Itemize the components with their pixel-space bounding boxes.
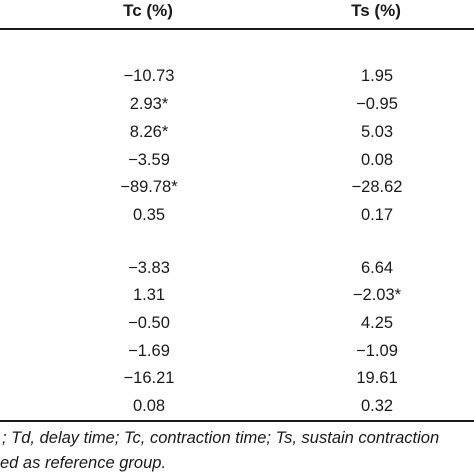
footer-rule <box>0 420 474 422</box>
table-cell-ts: −28.62 <box>351 178 403 196</box>
table-cell-ts: 0.32 <box>360 397 394 415</box>
column-header-ts: Ts (%) <box>351 1 401 20</box>
table-cell-tc: 2.93* <box>129 95 169 113</box>
table-cell-tc: −10.73 <box>123 67 175 85</box>
table-cell-ts: 6.64 <box>360 259 394 277</box>
table-cell-tc: 8.26* <box>129 123 169 141</box>
table-cell-tc: −3.59 <box>128 151 170 169</box>
table-cell-ts: 0.08 <box>360 151 394 169</box>
table-cell-ts: 5.03 <box>360 123 394 141</box>
table-cell-tc: −89.78* <box>120 178 178 196</box>
table-cell-ts: −1.09 <box>356 342 398 360</box>
table-cell-ts: 1.95 <box>360 67 394 85</box>
table-footnote-line: ed as reference group. <box>0 454 167 472</box>
table-cell-ts: 0.17 <box>360 206 394 224</box>
table-footnote-line: ; Td, delay time; Tc, contraction time; … <box>2 429 440 447</box>
table-cell-tc: −3.83 <box>128 259 170 277</box>
table-cell-tc: 1.31 <box>132 286 166 304</box>
column-header-tc: Tc (%) <box>123 1 173 20</box>
table-cell-tc: 0.35 <box>132 206 166 224</box>
table-cell-ts: −0.95 <box>356 95 398 113</box>
table-cell-ts: 4.25 <box>360 314 394 332</box>
table-cell-tc: −1.69 <box>128 342 170 360</box>
table-cell-tc: −16.21 <box>123 369 175 387</box>
table-cell-ts: −2.03* <box>352 286 402 304</box>
table-cell-tc: 0.08 <box>132 397 166 415</box>
table-cell-tc: −0.50 <box>128 314 170 332</box>
table-cell-ts: 19.61 <box>356 369 398 387</box>
header-rule <box>0 28 474 30</box>
